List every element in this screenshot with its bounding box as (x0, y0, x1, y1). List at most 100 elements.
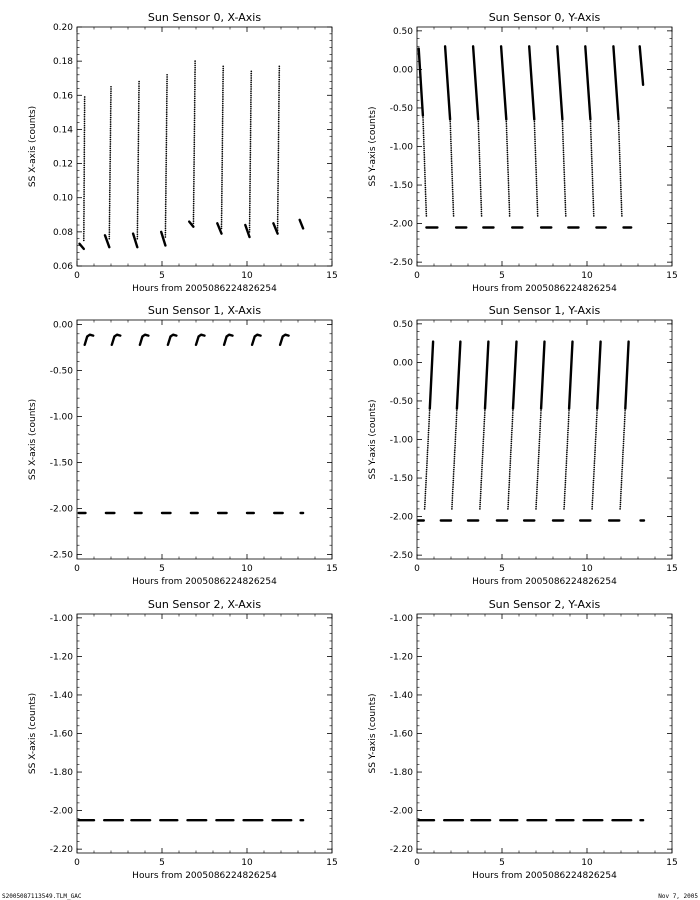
data-point (427, 431, 430, 434)
data-point (484, 409, 486, 412)
y-tick-label: -0.50 (390, 397, 414, 407)
data-point (137, 164, 139, 167)
data-point (563, 497, 566, 499)
data-point (165, 190, 167, 192)
data-point (451, 494, 454, 497)
data-point (424, 503, 426, 506)
data-point (166, 93, 168, 96)
data-point (481, 455, 484, 458)
data-point (220, 196, 223, 199)
data-point (137, 138, 140, 140)
data-point (619, 182, 622, 184)
data-point (620, 490, 622, 493)
data-point (479, 177, 482, 180)
data-point (193, 156, 195, 159)
data-point (478, 155, 481, 158)
data-point (82, 239, 85, 242)
data-point (450, 155, 453, 158)
data-point (249, 182, 251, 185)
data-point (192, 220, 195, 222)
data-point (621, 473, 623, 475)
data-point (137, 175, 139, 178)
data-point (136, 215, 139, 218)
y-tick-label: 0.10 (53, 194, 73, 204)
data-point (194, 75, 196, 78)
data-point (452, 197, 454, 200)
data-point (83, 160, 86, 162)
data-point (222, 65, 225, 68)
data-point (510, 444, 513, 447)
chart-panel: Sun Sensor 1, Y-Axis Hours from 200508622… (368, 304, 678, 587)
data-point (165, 157, 168, 159)
data-point (424, 180, 427, 182)
data-point (193, 174, 195, 176)
data-point (277, 162, 280, 165)
data-point (83, 129, 86, 131)
data-point (564, 490, 566, 493)
data-point (564, 473, 567, 475)
data-point (452, 215, 455, 217)
data-point (533, 123, 536, 125)
data-point (453, 460, 456, 462)
data-point (109, 184, 111, 187)
data-point (194, 77, 196, 80)
data-point (137, 120, 140, 123)
data-point (620, 193, 622, 195)
data-point (136, 200, 139, 202)
data-point (453, 451, 456, 454)
data-point (620, 201, 623, 204)
data-point (221, 139, 224, 142)
data-point (620, 481, 623, 484)
data-point (477, 120, 480, 123)
data-point (137, 122, 140, 125)
data-point (536, 473, 539, 475)
data-point (165, 163, 168, 166)
data-point (594, 436, 597, 438)
data-point (507, 177, 510, 180)
data-point (249, 116, 252, 119)
y-tick-label: 0.20 (53, 23, 73, 33)
data-point (479, 166, 481, 169)
y-tick-label: -1.40 (390, 691, 414, 701)
data-point (83, 102, 86, 105)
data-point (511, 418, 514, 421)
data-point (594, 442, 597, 445)
data-point (562, 144, 565, 147)
data-point (591, 499, 594, 502)
data-point (539, 418, 542, 421)
data-point (561, 125, 564, 127)
data-point (193, 150, 196, 152)
data-point (166, 76, 168, 78)
data-point (478, 151, 481, 154)
data-point (479, 503, 481, 506)
data-point (507, 171, 509, 173)
data-point (563, 182, 566, 184)
data-point (220, 203, 223, 206)
data-point (193, 167, 195, 170)
data-point (455, 427, 457, 430)
data-point (595, 425, 598, 427)
data-point (136, 224, 139, 227)
data-point (617, 123, 620, 125)
data-series (78, 60, 305, 251)
plot-frame (76, 613, 333, 854)
data-point (137, 147, 140, 149)
data-point (426, 455, 429, 458)
data-point (480, 215, 483, 217)
data-point (565, 455, 568, 458)
data-point (592, 475, 595, 478)
data-point (193, 136, 196, 139)
data-point (480, 195, 482, 198)
data-point (511, 429, 513, 432)
data-point (592, 204, 595, 206)
data-point (423, 154, 426, 156)
data-point (108, 235, 111, 238)
data-point (534, 162, 537, 165)
data-point (193, 180, 195, 183)
data-point (83, 166, 86, 169)
data-point (164, 229, 167, 232)
data-point (277, 109, 280, 112)
x-tick-label: 0 (74, 858, 80, 868)
data-point (108, 191, 111, 194)
data-point (277, 158, 280, 161)
